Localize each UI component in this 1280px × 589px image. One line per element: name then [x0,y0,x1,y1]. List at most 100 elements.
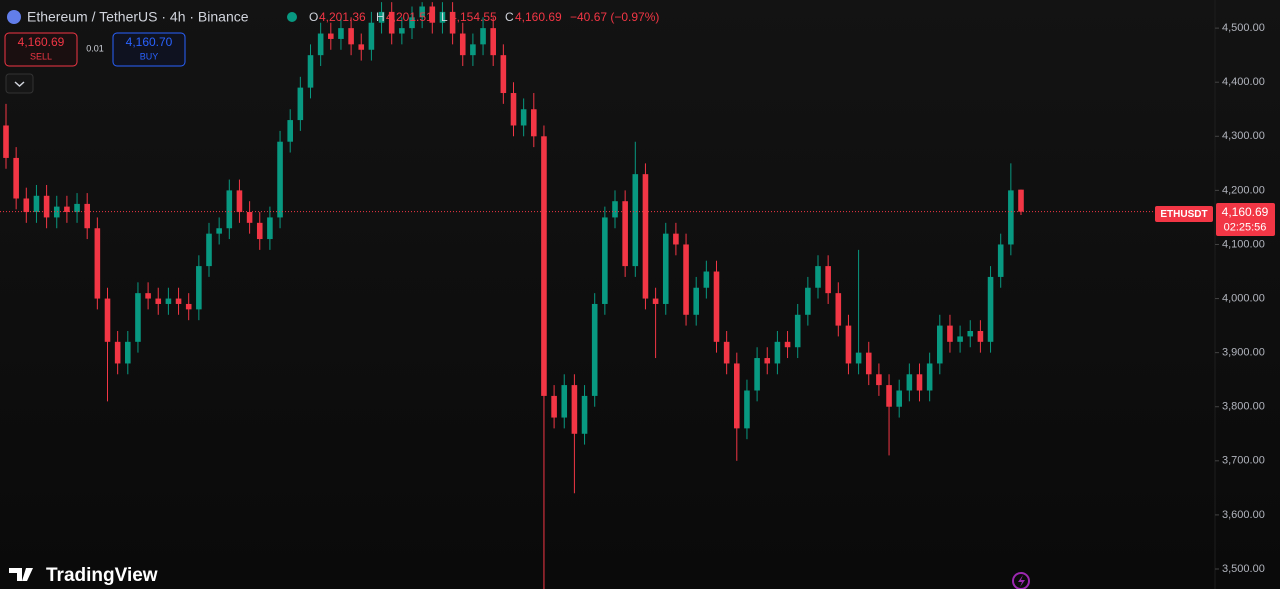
candle-body [713,271,720,342]
symbol-tag-text: ETHUSDT [1160,209,1207,220]
candle-body [662,233,669,304]
candle-body [378,11,385,23]
candle-body [794,314,801,348]
candle-body [439,11,446,23]
candle-body [683,244,689,315]
candle-body [1008,190,1014,245]
candle-body [784,341,791,348]
buy-price: 4,160.70 [126,35,173,49]
candle-body [226,190,233,229]
buy-button[interactable]: 4,160.70 BUY [112,32,186,67]
candle-body [510,93,517,126]
candle-body [459,33,466,56]
ohlc-label: H [376,10,385,24]
logo-icon [9,568,33,581]
y-tick-label: 3,800.00 [1222,401,1265,413]
candle-body [348,28,354,45]
candle-body [307,55,314,88]
candle-body [774,341,781,364]
collapse-button[interactable] [5,73,34,94]
candle-body [865,352,872,375]
candle-body [23,198,30,213]
candle-body [997,244,1004,277]
candle-body [977,331,984,342]
alert-icon[interactable] [1012,572,1030,589]
candle-body [673,233,679,245]
candle-body [196,266,202,310]
candle-body [429,6,436,23]
candle-body [896,390,902,407]
candle-body [926,363,933,391]
buy-label: BUY [140,51,159,61]
ohlc-value: 4,154.55 [450,10,497,24]
candle-body [723,341,730,364]
candle-body [43,195,50,218]
candle-body [581,395,588,434]
alert-bolt [1018,575,1025,587]
candle-body [703,271,710,288]
candle-body [33,195,40,213]
candle-body [531,109,537,137]
y-tick-label: 3,700.00 [1222,455,1265,467]
candle-body [1018,189,1024,212]
candle-body [175,298,182,304]
candle-body [13,157,19,199]
candle-body [480,28,486,45]
candle-body [815,266,821,288]
symbol-icon [7,10,21,24]
price-tag-countdown: 02:25:56 [1224,221,1267,233]
candle-body [246,212,253,223]
candle-body [612,201,618,218]
candle-body [419,6,425,18]
candle-body [957,336,963,342]
candle-body [74,203,80,213]
candle-body [622,201,628,267]
symbol-tag [1155,206,1213,222]
candle-body [967,331,974,337]
ohlc-label: L [441,10,448,24]
candle-body [317,33,324,56]
candle-body [551,395,557,418]
candle-body [835,293,842,326]
symbol-title: Ethereum / TetherUS · 4h · Binance [27,9,249,25]
candle-body [886,385,892,407]
ohlc-label: C [505,10,514,24]
buy-box [112,32,186,67]
candle-body [53,206,60,218]
candle-body [693,287,699,315]
candle-body [591,303,598,396]
candle-body [84,203,90,229]
price-tag [1216,203,1275,236]
sell-button[interactable]: 4,160.69 SELL [4,32,78,67]
candle-body [409,17,415,29]
spread: 0.01 [86,43,104,53]
candle-body [987,276,994,342]
y-tick-label: 4,000.00 [1222,292,1265,304]
candle-body [470,44,476,56]
sell-label: SELL [30,51,52,61]
candle-body [145,293,151,299]
y-tick-label: 4,500.00 [1222,22,1265,34]
candle-body [490,28,496,56]
candle-body [399,28,405,34]
candle-body [297,87,304,121]
candle-body [652,298,659,304]
y-tick-label: 4,300.00 [1222,130,1265,142]
candle-body [338,28,344,39]
candle-body [520,109,527,126]
candle-body [64,206,70,213]
candle-body [104,298,111,342]
candle-body [744,390,750,429]
y-tick-label: 3,600.00 [1222,509,1265,521]
y-tick-label: 3,900.00 [1222,347,1265,359]
candle-body [561,385,568,418]
candle-body [287,120,293,142]
candle-body [876,374,882,386]
candle-body [734,363,740,429]
candle-body [277,141,283,218]
ohlc-label: O [309,10,318,24]
